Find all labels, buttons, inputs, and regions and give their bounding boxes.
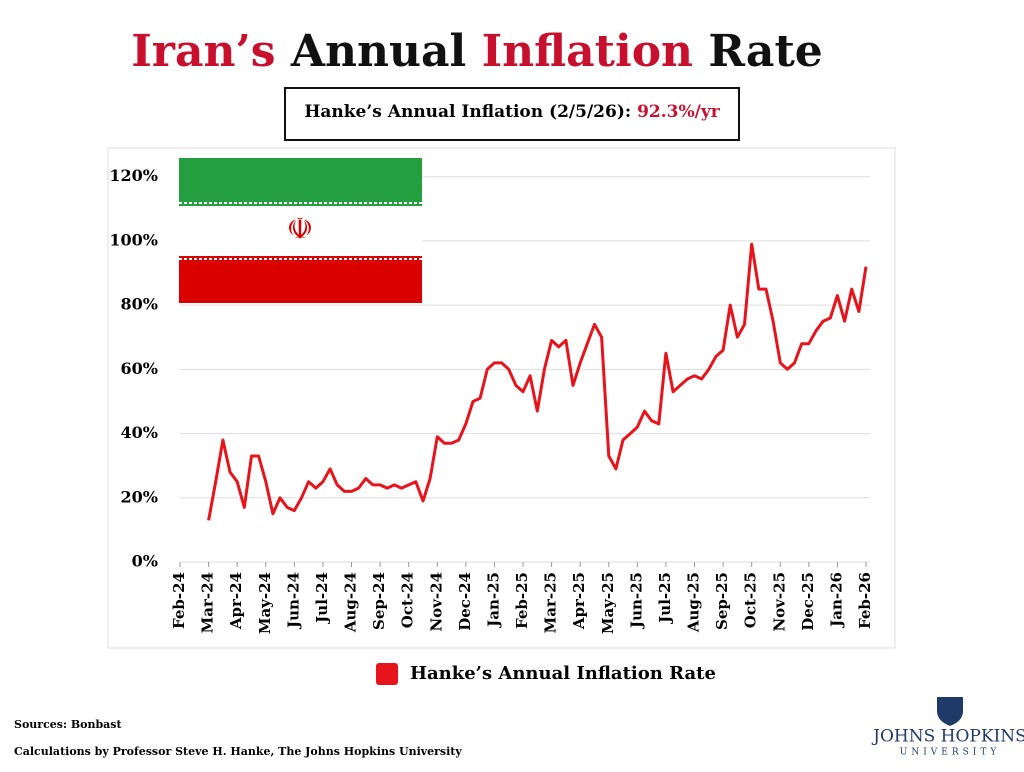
y-tick-label: 20%	[121, 487, 158, 506]
title-part: Annual	[290, 26, 466, 77]
subtitle-label: Hanke’s Annual Inflation (2/5/26):	[304, 102, 631, 122]
sources: Sources: Bonbast	[14, 718, 122, 731]
svg-text:☫: ☫	[287, 212, 314, 247]
x-tick-label: Sep-25	[713, 572, 731, 630]
x-tick-label: Nov-24	[427, 572, 445, 632]
x-tick-label: Jul-24	[313, 572, 331, 625]
x-tick-label: Apr-25	[570, 572, 588, 630]
x-tick-label: Mar-25	[542, 572, 560, 633]
x-tick-label: Feb-24	[170, 572, 188, 629]
subtitle-box	[284, 87, 740, 141]
x-tick-label: Dec-24	[456, 572, 474, 631]
x-tick-label: Feb-25	[513, 572, 531, 629]
subtitle: Hanke’s Annual Inflation (2/5/26): 92.3%…	[304, 102, 720, 122]
logo-sub: UNIVERSITY	[900, 748, 1001, 758]
flag: ☫	[179, 158, 422, 303]
title-part: Rate	[708, 26, 822, 77]
credit: Calculations by Professor Steve H. Hanke…	[14, 745, 462, 758]
x-tick-label: Nov-25	[770, 572, 788, 632]
x-tick-label: Jun-25	[627, 572, 645, 630]
x-tick-label: Jul-25	[656, 572, 674, 625]
y-tick-label: 0%	[132, 552, 158, 571]
x-tick-label: Aug-24	[342, 572, 360, 633]
y-tick-label: 40%	[121, 423, 158, 442]
x-tick-label: Aug-25	[685, 572, 703, 633]
logo-name: JOHNS HOPKINS	[871, 727, 1024, 747]
x-tick-label: May-24	[256, 572, 274, 634]
x-tick-label: Feb-26	[856, 572, 874, 629]
x-tick-label: Sep-24	[370, 572, 388, 630]
y-tick-label: 120%	[109, 166, 158, 185]
x-tick-label: Jan-26	[827, 572, 845, 629]
x-tick-label: Oct-24	[399, 572, 417, 628]
x-tick-label: May-25	[599, 572, 617, 634]
x-tick-label: Dec-25	[799, 572, 817, 631]
x-tick-label: Oct-25	[742, 572, 760, 628]
x-tick-label: Apr-24	[227, 572, 245, 630]
plot: 0% 20% 40% 60% 80% 100% 120% Feb-24 Mar-24 Apr-24…	[109, 166, 874, 634]
data-line	[207, 242, 868, 521]
x-tick-label: Jun-24	[284, 572, 302, 630]
y-tick-label: 100%	[109, 230, 158, 249]
subtitle-value: 92.3%/yr	[637, 102, 721, 122]
y-tick-label: 60%	[121, 359, 158, 378]
title-part: Iran’s	[131, 26, 275, 77]
chart-title: Iran’s Annual Inflation Rate	[131, 26, 823, 77]
x-tick-label: Mar-24	[199, 572, 217, 633]
y-tick-label: 80%	[121, 295, 158, 314]
logo: JOHNS HOPKINS UNIVERSITY	[871, 697, 1024, 758]
x-tick-label: Jan-25	[484, 572, 502, 629]
legend-label: Hanke’s Annual Inflation Rate	[410, 663, 716, 684]
legend-swatch	[376, 663, 398, 685]
title-part: Inflation	[482, 26, 693, 77]
